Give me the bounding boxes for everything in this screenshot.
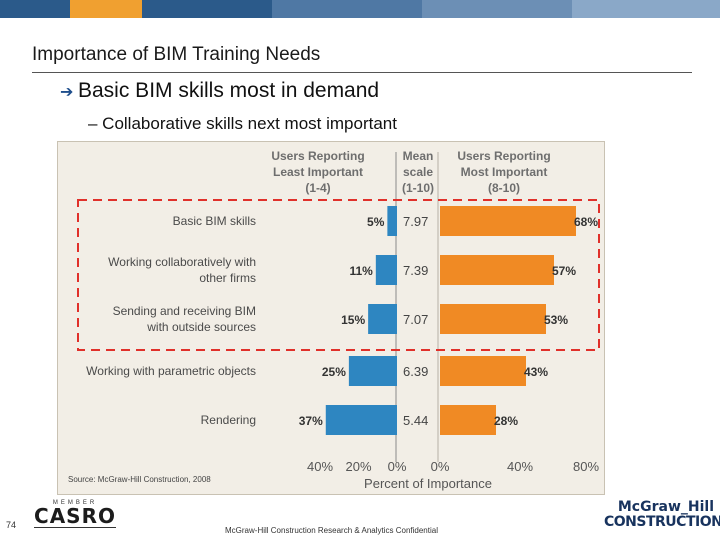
least-important-label: 25% — [322, 365, 346, 379]
left-axis-tick: 0% — [388, 459, 407, 474]
least-important-label: 5% — [367, 215, 385, 229]
most-important-bar — [440, 405, 496, 435]
mean-header-line: Mean — [403, 149, 434, 163]
right-axis-tick: 40% — [507, 459, 533, 474]
category-label: Rendering — [201, 413, 256, 427]
main-bullet-text: Basic BIM skills most in demand — [78, 79, 380, 102]
category-label: Working with parametric objects — [86, 364, 256, 378]
least-important-bar — [387, 206, 397, 236]
least-important-bar — [375, 255, 397, 285]
casro-rule — [34, 527, 116, 528]
sub-bullet: – Collaborative skills next most importa… — [88, 114, 397, 133]
least-important-bar — [325, 405, 397, 435]
most-important-bar — [440, 356, 526, 386]
category-label: other firms — [199, 271, 256, 285]
most-important-bar — [440, 304, 546, 334]
mean-scale-value: 7.97 — [403, 214, 428, 229]
logo-line-2: CONSTRUCTION — [604, 514, 720, 530]
arrow-bullet-icon: ➔ — [60, 84, 74, 101]
mcgraw-hill-logo: McGraw_Hill CONSTRUCTION — [604, 499, 720, 530]
right-axis-tick: 80% — [573, 459, 599, 474]
casro-logo: MEMBER CASRO — [34, 500, 116, 532]
chart-canvas: Users Reporting Least Important (1-4) Mean s… — [68, 149, 600, 491]
header-band-segment — [422, 0, 572, 18]
category-label: with outside sources — [146, 320, 256, 334]
mean-header-line: (1-10) — [402, 181, 434, 195]
highlight-box — [77, 199, 600, 351]
left-axis-tick: 40% — [307, 459, 333, 474]
logo-line-1: McGraw_Hill — [617, 499, 714, 515]
most-important-bar — [440, 206, 576, 236]
most-important-label: 43% — [524, 365, 548, 379]
left-header-line: Least Important — [273, 165, 363, 179]
least-important-label: 15% — [341, 313, 365, 327]
header-band — [0, 0, 720, 18]
title-divider — [32, 72, 692, 73]
casro-name: CASRO — [34, 504, 116, 528]
most-important-label: 28% — [494, 414, 518, 428]
mean-scale-value: 6.39 — [403, 364, 428, 379]
most-important-bar — [440, 255, 554, 285]
casro-member-label: MEMBER — [52, 500, 98, 506]
least-important-label: 37% — [299, 414, 323, 428]
header-band-segment — [0, 0, 70, 18]
right-header-line: (8-10) — [488, 181, 520, 195]
most-important-label: 68% — [574, 215, 598, 229]
category-label: Basic BIM skills — [173, 214, 256, 228]
header-band-segment — [272, 0, 422, 18]
most-important-label: 53% — [544, 313, 568, 327]
left-axis-tick: 20% — [345, 459, 371, 474]
mean-scale-value: 7.39 — [403, 263, 428, 278]
slide-title: Importance of BIM Training Needs — [32, 44, 321, 65]
header-band-segment — [572, 0, 720, 18]
right-axis-tick: 0% — [431, 459, 450, 474]
category-label: Sending and receiving BIM — [113, 304, 256, 318]
chart-source: Source: McGraw-Hill Construction, 2008 — [68, 475, 211, 484]
most-important-label: 57% — [552, 264, 576, 278]
header-band-segment — [142, 0, 272, 18]
right-header-line: Users Reporting — [457, 149, 550, 163]
confidential-note: McGraw-Hill Construction Research & Anal… — [225, 526, 438, 535]
mean-header-line: scale — [403, 165, 433, 179]
least-important-label: 11% — [349, 264, 373, 278]
least-important-bar — [348, 356, 397, 386]
header-band-segment — [70, 0, 142, 18]
category-label: Working collaboratively with — [108, 255, 256, 269]
x-axis-label: Percent of Importance — [364, 476, 492, 491]
mean-scale-value: 5.44 — [403, 413, 428, 428]
page-number: 74 — [6, 520, 17, 530]
least-important-bar — [368, 304, 397, 334]
mean-scale-value: 7.07 — [403, 312, 428, 327]
main-bullet: ➔ Basic BIM skills most in demand — [60, 79, 379, 103]
right-header-line: Most Important — [461, 165, 548, 179]
bim-training-chart: Users Reporting Least Important (1-4) Mean s… — [57, 141, 605, 495]
left-header-line: Users Reporting — [271, 149, 364, 163]
left-header-line: (1-4) — [305, 181, 330, 195]
